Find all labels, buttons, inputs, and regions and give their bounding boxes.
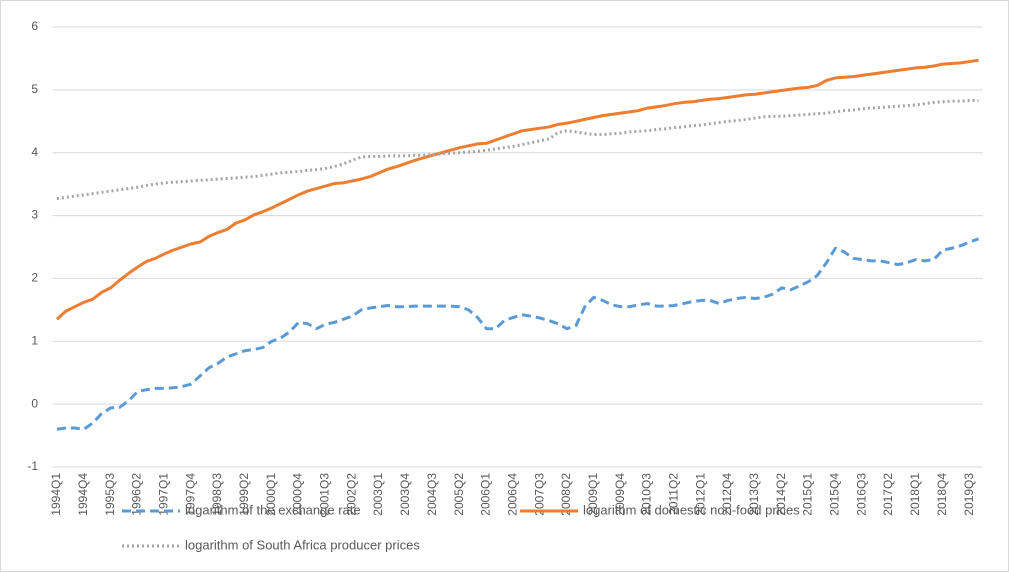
- x-tick-label: 2013Q3: [747, 473, 761, 516]
- x-tick-label: 1995Q3: [103, 473, 117, 516]
- series-line: [56, 237, 980, 431]
- x-tick-label: 2007Q3: [532, 473, 546, 516]
- x-tick-label: 1996Q2: [130, 473, 144, 516]
- x-tick-label: 2012Q1: [693, 473, 707, 516]
- x-tick-label: 2012Q4: [720, 473, 734, 516]
- series-line: [55, 58, 979, 321]
- x-tick-label: 2001Q3: [318, 473, 332, 516]
- y-tick-label: 3: [31, 208, 38, 222]
- legend-label: logarithm of the exchange rate: [185, 502, 361, 517]
- x-tick-label: 2000Q4: [291, 473, 305, 516]
- x-tick-label: 1994Q4: [76, 473, 90, 516]
- legend-label: logarithm of South Africa producer price…: [185, 537, 420, 552]
- x-tick-label: 2018Q4: [935, 473, 949, 516]
- x-tick-label: 2000Q1: [264, 473, 278, 516]
- legend-label: logarithm of domestic non-food prices: [583, 502, 800, 517]
- x-tick-label: 2019Q3: [962, 473, 976, 516]
- y-tick-label: -1: [27, 459, 38, 473]
- x-tick-label: 2009Q1: [586, 473, 600, 516]
- legend: logarithm of the exchange rate logarithm …: [122, 502, 800, 552]
- x-tick-label: 2006Q4: [505, 473, 519, 516]
- x-tick-label: 2015Q1: [801, 473, 815, 516]
- x-tick-label: 2011Q2: [666, 473, 680, 515]
- x-tick-label: 2008Q2: [559, 473, 573, 516]
- y-tick-label: 0: [31, 396, 38, 410]
- x-tick-label: 2016Q3: [854, 473, 868, 516]
- x-tick-label: 2003Q4: [398, 473, 412, 516]
- x-tick-label: 2010Q3: [640, 473, 654, 516]
- x-tick-label: 2015Q4: [828, 473, 842, 516]
- y-tick-label: 1: [31, 333, 38, 347]
- x-tick-label: 2004Q3: [425, 473, 439, 516]
- x-tick-label: 2005Q2: [452, 473, 466, 516]
- x-tick-label: 1997Q1: [157, 473, 171, 516]
- x-tick-label: 1999Q2: [237, 473, 251, 516]
- x-tick-label: 1994Q1: [49, 473, 63, 516]
- y-tick-label: 2: [31, 271, 38, 285]
- x-tick-label: 1997Q4: [183, 473, 197, 516]
- x-tick-label: 2018Q1: [908, 473, 922, 516]
- x-tick-label: 2006Q1: [479, 473, 493, 516]
- x-tick-label: 2003Q1: [371, 473, 385, 516]
- x-tick-label: 2017Q2: [881, 473, 895, 516]
- x-tick-label: 2009Q4: [613, 473, 627, 516]
- y-tick-label: 6: [31, 19, 38, 33]
- x-tick-label: 2014Q2: [774, 473, 788, 516]
- x-tick-label: 1998Q3: [210, 473, 224, 516]
- y-tick-label: 5: [31, 82, 38, 96]
- series-line: [56, 99, 979, 201]
- x-tick-label: 2002Q2: [344, 473, 358, 516]
- y-tick-label: 4: [31, 145, 38, 159]
